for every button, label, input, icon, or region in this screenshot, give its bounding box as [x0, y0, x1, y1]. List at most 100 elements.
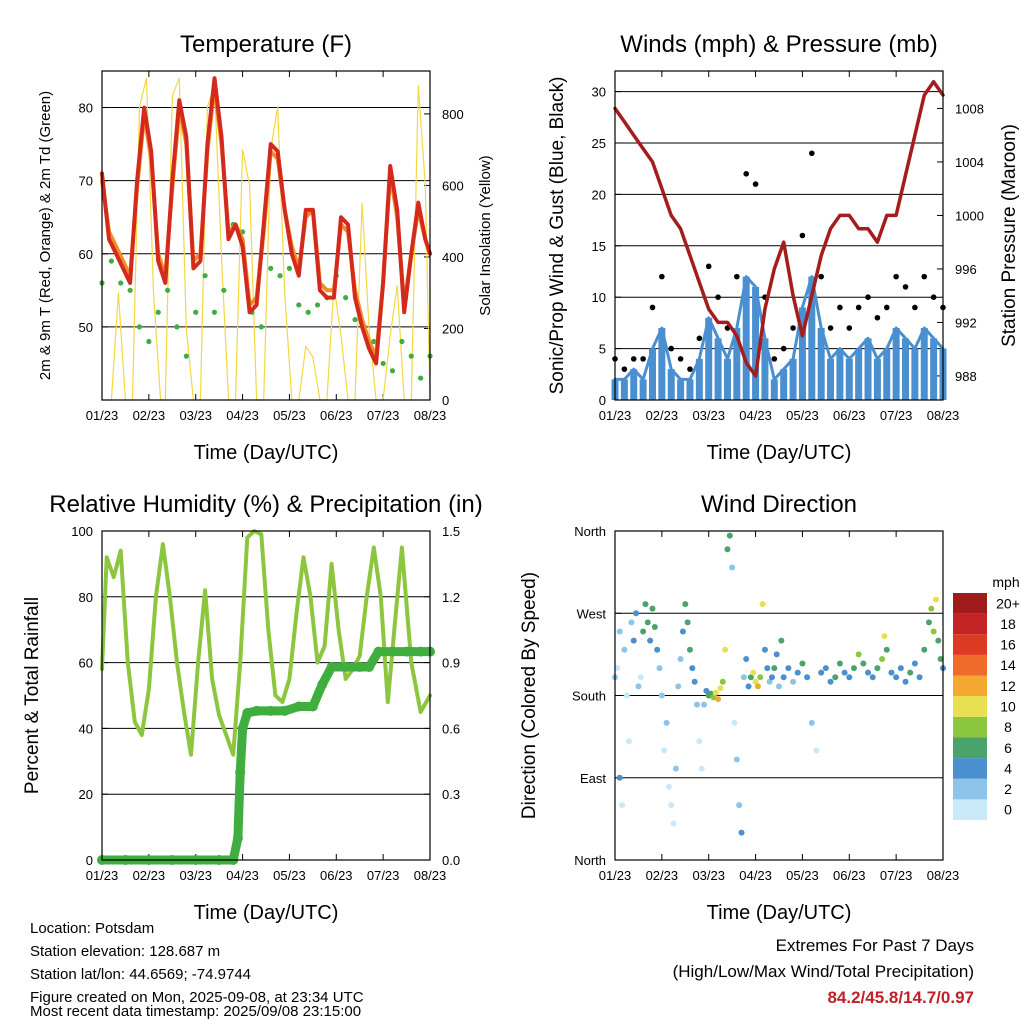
direction-point [619, 802, 626, 809]
y-axis-tick-label: 25 [592, 136, 606, 151]
dewpoint-point [146, 338, 152, 345]
direction-point [850, 665, 857, 672]
y2-axis-tick-label: 600 [442, 178, 464, 193]
gust-point [874, 314, 881, 321]
y-axis-tick-label: 0 [86, 853, 93, 868]
y-axis-tick-label: 50 [79, 320, 93, 335]
direction-point [640, 628, 647, 635]
direction-point [925, 619, 932, 626]
precip-point [373, 646, 384, 657]
direction-point [921, 646, 928, 653]
y-axis-tick-label: North [574, 853, 606, 868]
colorbar-swatch [953, 634, 987, 655]
x-tick-label: 01/23 [599, 868, 632, 883]
y2-axis-tick-label: 996 [955, 262, 977, 277]
direction-point [822, 665, 829, 672]
x-tick-label: 03/23 [179, 408, 212, 423]
x-tick-label: 02/23 [133, 408, 166, 423]
direction-point [902, 678, 909, 685]
series-rh [100, 529, 432, 757]
gust-point [837, 304, 843, 311]
gust-point [640, 356, 646, 362]
direction-point [860, 660, 867, 667]
dewpoint-point [127, 287, 133, 293]
direction-point [672, 765, 679, 772]
series-temp-2m [100, 76, 432, 366]
direction-point [745, 683, 752, 690]
gust-point [902, 284, 909, 290]
y2-axis-tick-label: 0.0 [442, 853, 460, 868]
direction-point [616, 628, 623, 635]
gust-point [865, 294, 871, 300]
y2-axis-tick-label: 0.9 [442, 656, 460, 671]
y2-axis-label: Station Pressure (Maroon) [999, 124, 1020, 347]
direction-point [682, 601, 689, 608]
direction-point [635, 683, 642, 690]
y-axis-label: Percent & Total Rainfall [22, 597, 43, 794]
x-tick-label: 08/23 [414, 408, 447, 423]
precip-point [415, 646, 426, 657]
dewpoint-point [296, 302, 302, 308]
y-axis-tick-label: West [577, 606, 607, 621]
direction-point [663, 719, 670, 726]
gust-point [649, 304, 656, 311]
series-solar [101, 77, 431, 401]
direction-point [691, 678, 698, 685]
info-elevation: Station elevation: 128.687 m [30, 943, 221, 960]
colorbar-label: 0 [1004, 802, 1012, 818]
gust-point [855, 304, 862, 311]
dewpoint-point [174, 324, 180, 330]
y2-axis-tick-label: 0.3 [442, 787, 460, 802]
direction-point [712, 689, 719, 696]
colorbar-swatch [953, 737, 987, 759]
x-tick-label: 05/23 [786, 868, 819, 883]
gust-point [771, 356, 778, 362]
info-created: Figure created on Mon, 2025-09-08, at 23… [30, 989, 364, 1006]
panel-1: Temperature (F) Time (Day/UTC) 01/23 02/23 0… [37, 31, 494, 464]
direction-point [750, 669, 757, 676]
direction-point [937, 655, 944, 662]
direction-point [747, 674, 754, 681]
direction-point [694, 701, 700, 708]
direction-point [616, 774, 623, 781]
direction-point [832, 674, 839, 681]
direction-point [780, 674, 787, 681]
direction-point [790, 678, 797, 685]
direction-point [855, 651, 862, 658]
y2-axis-label: Solar Insolation (Yellow) [477, 155, 494, 315]
y2-axis-tick-label: 988 [955, 369, 977, 384]
colorbar-label: 6 [1004, 740, 1012, 756]
gust-point [734, 273, 740, 280]
precip-point [326, 661, 337, 672]
direction-point [778, 637, 785, 644]
direction-point [743, 655, 750, 662]
precip-point [251, 705, 262, 716]
colorbar-label: 10 [1000, 699, 1016, 715]
direction-point [733, 756, 740, 763]
dewpoint-point [108, 258, 114, 264]
x-tick-label: 02/23 [646, 868, 679, 883]
precip-point [237, 723, 248, 734]
y2-axis-tick-label: 1.5 [442, 524, 460, 539]
direction-point [665, 783, 672, 790]
colorbar-label: 14 [1000, 657, 1016, 673]
dewpoint-point [408, 353, 414, 359]
direction-point [799, 660, 806, 667]
x-tick-label: 06/23 [320, 408, 353, 423]
y2-axis-tick-label: 1.2 [442, 590, 460, 605]
x-tick-label: 05/23 [273, 408, 306, 423]
y2-axis-tick-label: 800 [442, 107, 464, 122]
direction-point [651, 623, 658, 630]
direction-point [658, 692, 665, 699]
series-pressure [613, 79, 945, 378]
gust-point [677, 356, 684, 362]
x-tick-label: 08/23 [927, 868, 960, 883]
precip-point [340, 661, 351, 672]
y2-axis-tick-label: 400 [442, 250, 464, 265]
y-axis-tick-label: 40 [79, 721, 93, 736]
y-axis-tick-label: South [572, 689, 606, 704]
direction-point [935, 637, 942, 644]
gust-point [705, 263, 712, 270]
gust-point [752, 181, 759, 187]
dewpoint-point [193, 309, 199, 315]
